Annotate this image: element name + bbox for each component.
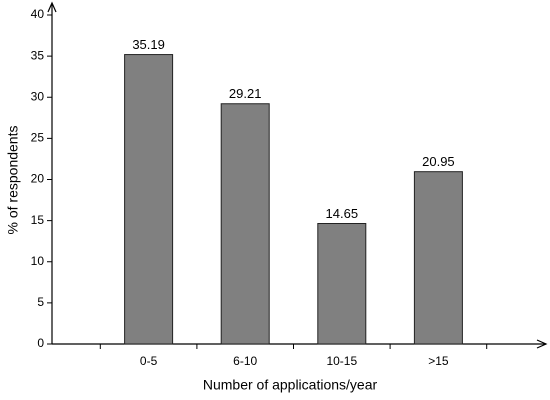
x-axis-label: Number of applications/year bbox=[203, 377, 378, 393]
value-label: 29.21 bbox=[229, 86, 262, 101]
bar bbox=[413, 171, 463, 345]
x-tick-label: 0-5 bbox=[140, 354, 158, 368]
y-tick-label: 35 bbox=[31, 48, 45, 62]
y-tick-label: 5 bbox=[37, 295, 44, 309]
y-tick-label: 15 bbox=[31, 213, 45, 227]
y-tick-label: 25 bbox=[31, 131, 45, 145]
y-tick-label: 40 bbox=[31, 7, 45, 21]
value-label: 35.19 bbox=[132, 37, 165, 52]
y-tick-label: 20 bbox=[31, 172, 45, 186]
y-axis-label: % of respondents bbox=[5, 126, 21, 235]
bar bbox=[124, 54, 174, 345]
bar bbox=[317, 223, 367, 345]
value-label: 20.95 bbox=[422, 154, 455, 169]
bar bbox=[220, 103, 270, 345]
x-tick-label: 6-10 bbox=[233, 354, 257, 368]
x-axis-arrow bbox=[536, 339, 548, 349]
y-tick-label: 30 bbox=[31, 89, 45, 103]
value-label: 14.65 bbox=[326, 206, 359, 221]
x-tick-label: 10-15 bbox=[326, 354, 357, 368]
y-tick-label: 0 bbox=[37, 336, 44, 350]
y-tick-label: 10 bbox=[31, 254, 45, 268]
x-tick-label: >15 bbox=[428, 354, 449, 368]
y-axis-arrow bbox=[47, 1, 57, 13]
